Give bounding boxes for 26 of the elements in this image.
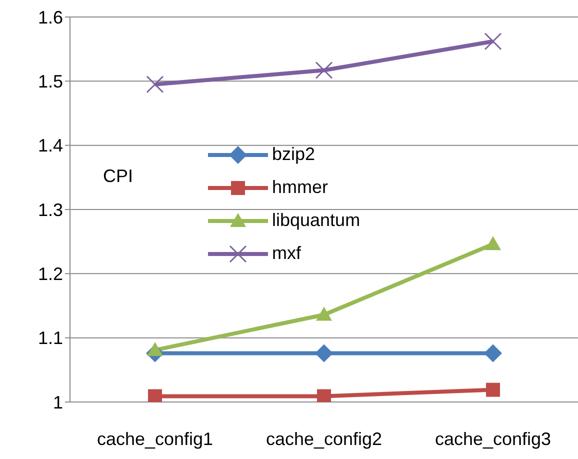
point — [148, 389, 162, 402]
point — [485, 236, 501, 250]
x-tick-label: cache_config3 — [434, 428, 552, 449]
point — [486, 382, 500, 397]
point — [317, 389, 331, 402]
x-tick-label: cache_config1 — [96, 428, 214, 449]
y-tick-label: 1 — [52, 392, 63, 412]
y-tick-label: 1.5 — [38, 72, 63, 92]
y-tick-label: 1.2 — [38, 264, 63, 284]
y-tick-label: 1.4 — [38, 136, 63, 156]
point — [315, 62, 333, 80]
x-tick-label: cache_config2 — [266, 428, 382, 449]
point — [484, 344, 502, 362]
y-tick-label: 1.6 — [38, 7, 63, 28]
point — [316, 306, 332, 321]
legend-label: libquantum — [272, 210, 360, 231]
legend-label: bzip2 — [272, 144, 316, 165]
y-tick-label: 1.3 — [38, 200, 63, 220]
legend-label: hmmer — [272, 177, 328, 198]
legend-label: mxf — [272, 243, 301, 264]
point — [147, 342, 163, 356]
point — [146, 76, 164, 94]
y-tick-label: 1.1 — [38, 328, 63, 348]
y-axis-title: CPI — [103, 166, 134, 187]
point — [484, 32, 502, 50]
point — [315, 344, 333, 362]
